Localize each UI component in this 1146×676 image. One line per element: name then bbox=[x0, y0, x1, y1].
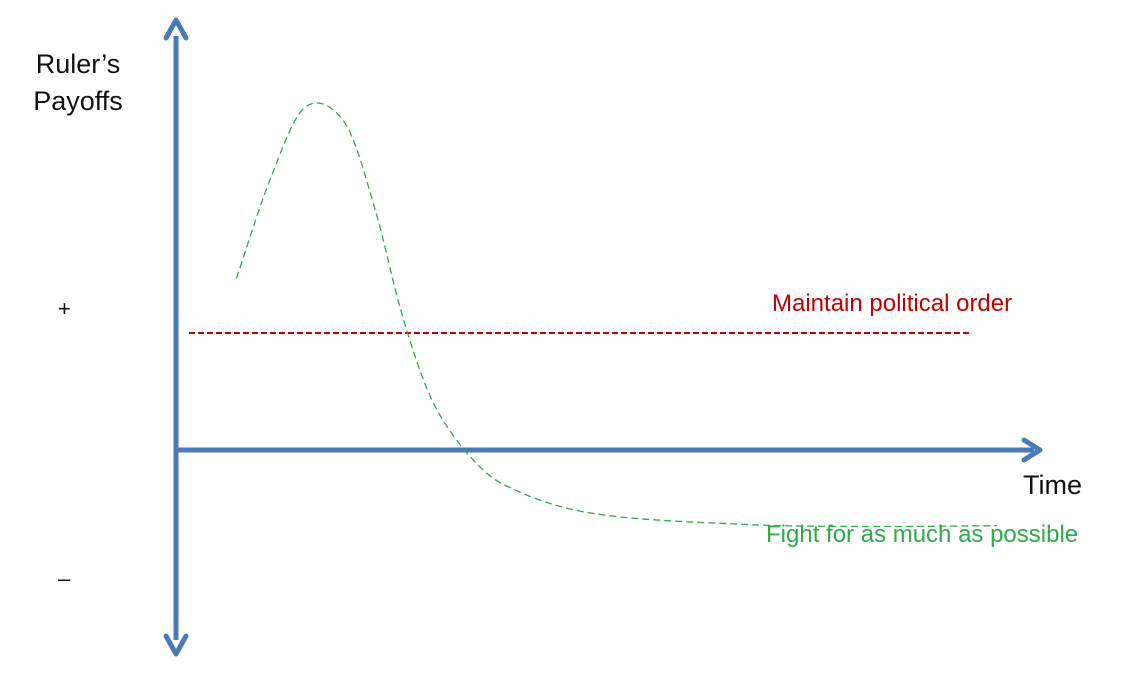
series-label-maintain-order: Maintain political order bbox=[772, 290, 1012, 318]
x-axis-label: Time bbox=[1023, 470, 1082, 501]
y-tick-negative: – bbox=[58, 566, 70, 591]
y-tick-positive: + bbox=[58, 296, 71, 321]
y-axis-label-line1: Ruler’s bbox=[36, 49, 121, 79]
y-axis-label: Ruler’s Payoffs bbox=[18, 46, 138, 120]
series-label-fight: Fight for as much as possible bbox=[766, 521, 1078, 549]
y-axis-label-line2: Payoffs bbox=[33, 86, 123, 116]
y-axis-arrow-top bbox=[166, 20, 186, 38]
chart-axes bbox=[166, 20, 1040, 654]
